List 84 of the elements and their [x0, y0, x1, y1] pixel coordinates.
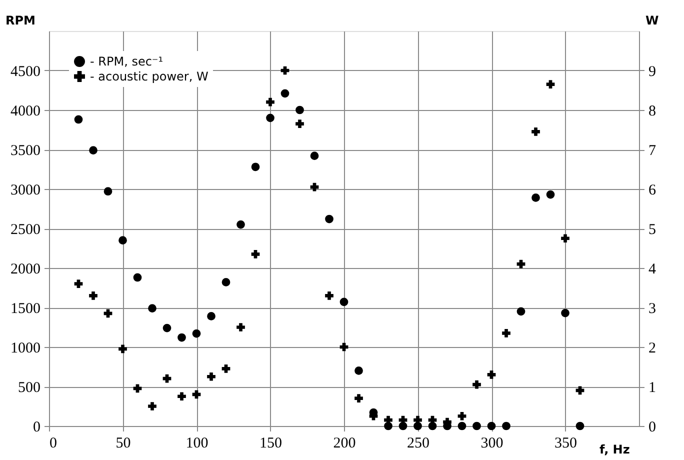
- point: [532, 128, 540, 136]
- y2-tick-label: 0: [648, 420, 656, 436]
- point: [325, 214, 334, 224]
- x-tick-label: 50: [116, 436, 131, 452]
- point: [280, 89, 290, 98]
- y-tick-label: 1000: [10, 340, 40, 356]
- point: [104, 187, 112, 196]
- y2-tick-label: 9: [648, 64, 656, 80]
- x-tick-label: 0: [50, 436, 57, 452]
- point: [236, 220, 245, 229]
- point: [502, 328, 510, 338]
- point: [472, 422, 481, 430]
- y-tick-label: 3000: [10, 182, 40, 198]
- y2-tick-label: 2: [648, 340, 656, 356]
- point: [325, 291, 334, 300]
- point: [354, 394, 363, 403]
- point: [74, 280, 83, 288]
- point: [546, 80, 555, 89]
- point: [74, 115, 83, 124]
- y-tick-label: 4000: [10, 104, 40, 120]
- x-axis-title: f, Hz: [600, 442, 630, 456]
- point: [472, 380, 481, 389]
- y2-tick-label: 4: [648, 262, 656, 278]
- point: [89, 291, 98, 300]
- x-tick-label: 150: [260, 436, 282, 452]
- y-tick-label: 4500: [10, 64, 40, 80]
- y2-tick-label: 1: [648, 380, 656, 396]
- point: [222, 364, 230, 373]
- point: [89, 146, 98, 154]
- y-tick-label: 3500: [10, 143, 40, 159]
- point: [148, 304, 156, 312]
- point: [162, 324, 172, 332]
- y-tick-label: 2000: [10, 262, 40, 278]
- point: [458, 412, 466, 420]
- point: [118, 236, 127, 245]
- point: [310, 152, 319, 160]
- point: [118, 344, 127, 354]
- point: [222, 278, 230, 286]
- y-tick-label: 500: [18, 380, 40, 396]
- point: [354, 366, 363, 375]
- point: [236, 323, 245, 332]
- point: [178, 392, 186, 401]
- point: [340, 298, 348, 306]
- y2-tick-label: 5: [648, 222, 656, 238]
- y2-tick-label: 3: [648, 301, 656, 317]
- point: [458, 422, 466, 430]
- point: [266, 98, 274, 106]
- y2-tick-label: 8: [648, 104, 656, 120]
- point: [546, 190, 555, 199]
- y-tick-label: 2500: [10, 222, 40, 238]
- x-tick-label: 350: [554, 436, 577, 452]
- point: [148, 402, 156, 410]
- point: [296, 120, 304, 128]
- point: [178, 333, 186, 342]
- x-tick-label: 100: [186, 436, 208, 452]
- point: [516, 307, 526, 316]
- y2-tick-label: 7: [648, 143, 656, 159]
- x-tick-label: 250: [407, 436, 430, 452]
- point: [133, 273, 142, 282]
- point: [561, 234, 570, 243]
- point: [192, 329, 201, 338]
- x-tick-label: 300: [480, 436, 504, 452]
- point: [266, 114, 274, 122]
- point: [576, 422, 584, 430]
- y-axis-title: RPM: [6, 14, 36, 28]
- x-tick-label: 200: [333, 436, 356, 452]
- y-tick-label: 1500: [10, 301, 40, 317]
- point: [162, 374, 172, 383]
- point: [207, 312, 216, 320]
- point: [487, 370, 496, 379]
- point: [104, 309, 112, 318]
- y2-axis-title: W: [646, 14, 659, 28]
- point: [192, 390, 201, 399]
- point: [251, 250, 260, 258]
- point: [502, 422, 510, 430]
- point: [532, 194, 540, 202]
- point: [207, 372, 216, 381]
- y-tick-label: 0: [33, 420, 40, 436]
- point: [251, 162, 260, 172]
- point: [296, 106, 304, 114]
- legend-label: - acoustic power, W: [90, 70, 208, 84]
- legend-label: - RPM, sec⁻¹: [90, 54, 164, 68]
- y2-tick-label: 6: [648, 182, 656, 198]
- point: [561, 308, 570, 318]
